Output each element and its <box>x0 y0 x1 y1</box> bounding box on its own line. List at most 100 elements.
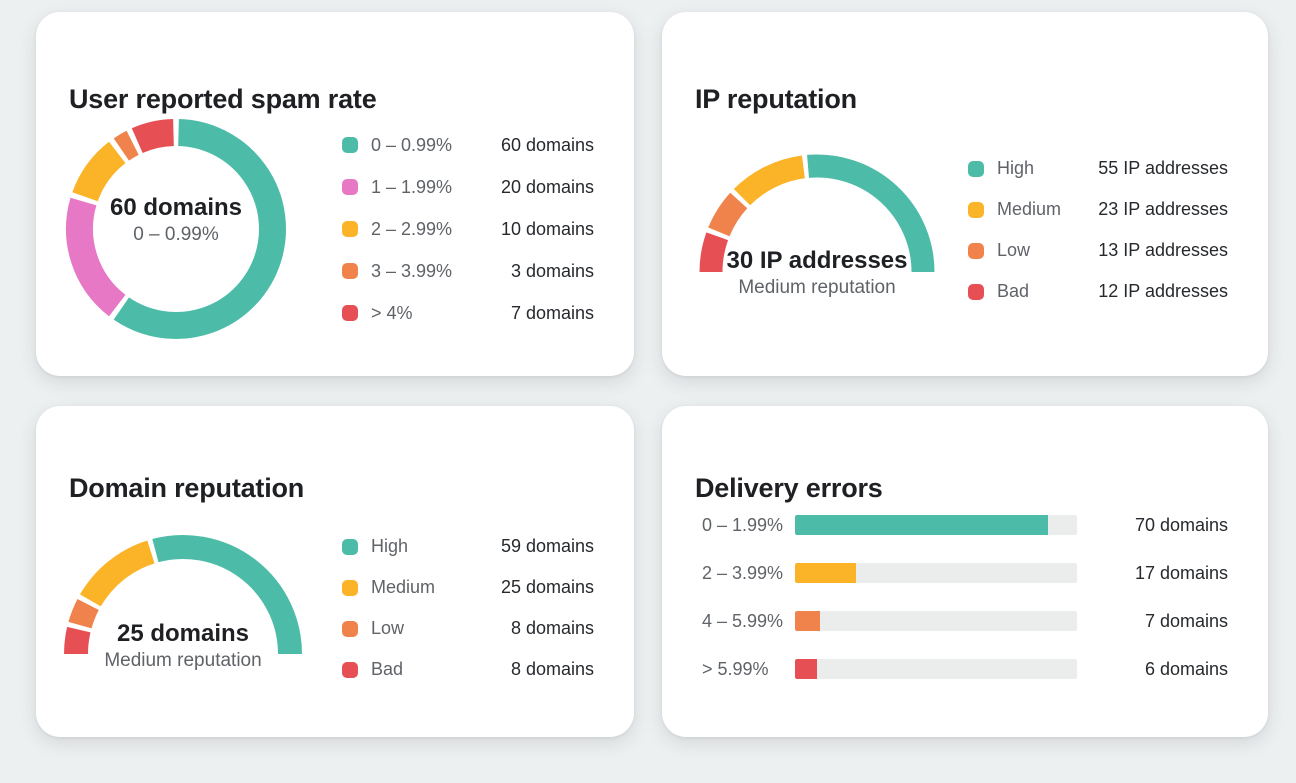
bar-label: 0 – 1.99% <box>702 514 784 535</box>
legend-row: 0 – 0.99% 60 domains <box>342 124 594 166</box>
domain-reputation-segment-High <box>152 535 302 655</box>
legend-label: Low <box>371 618 405 638</box>
legend-label: 0 – 0.99% <box>371 134 453 155</box>
legend-row: Bad 8 domains <box>342 649 594 690</box>
spam-rate-donut-chart <box>66 119 286 339</box>
legend-swatch <box>342 179 358 195</box>
legend-value: 10 domains <box>500 218 594 239</box>
legend-value: 8 domains <box>510 659 594 679</box>
legend-label: Bad <box>997 281 1030 301</box>
delivery-errors-bar-chart: 0 – 1.99% 70 domains 2 – 3.99% 17 domain… <box>702 501 1228 693</box>
ip-reputation-legend: High 55 IP addresses Medium 23 IP addres… <box>968 148 1228 312</box>
user-reported-spam-rate-segment-1 – 1.99% <box>66 197 126 317</box>
domain-reputation-gauge-chart <box>64 535 302 655</box>
legend-swatch <box>342 305 358 321</box>
legend-value: 55 IP addresses <box>1098 158 1228 178</box>
card-delivery-errors[interactable]: Delivery errors 0 – 1.99% 70 domains 2 –… <box>662 406 1268 737</box>
bar-fill <box>795 515 1048 535</box>
legend-row: 1 – 1.99% 20 domains <box>342 166 594 208</box>
legend-row: > 4% 7 domains <box>342 292 594 334</box>
card-domain-reputation[interactable]: Domain reputation 25 domains Medium repu… <box>36 406 634 737</box>
bar-track <box>795 611 1077 631</box>
legend-row: Low 8 domains <box>342 608 594 649</box>
ip-reputation-segment-Medium <box>733 155 806 206</box>
bar-row: 4 – 5.99% 7 domains <box>702 597 1228 645</box>
user-reported-spam-rate-segment-2 – 2.99% <box>72 141 126 202</box>
legend-swatch <box>342 221 358 237</box>
legend-swatch <box>968 242 984 259</box>
legend-value: 7 domains <box>510 302 594 323</box>
user-reported-spam-rate-segment-0 – 0.99% <box>113 119 286 339</box>
legend-value: 3 domains <box>510 260 594 281</box>
legend-label: Medium <box>997 199 1062 219</box>
legend-row: Medium 25 domains <box>342 567 594 608</box>
domain-reputation-segment-Low <box>68 598 99 629</box>
legend-row: Medium 23 IP addresses <box>968 189 1228 230</box>
bar-track <box>795 563 1077 583</box>
legend-value: 60 domains <box>500 134 594 155</box>
card-title-domain-reputation: Domain reputation <box>69 473 305 504</box>
legend-swatch <box>342 620 358 637</box>
legend-swatch <box>342 579 358 596</box>
bar-label: > 5.99% <box>702 658 769 679</box>
legend-swatch <box>968 201 984 218</box>
bar-row: > 5.99% 6 domains <box>702 645 1228 693</box>
legend-value: 59 domains <box>500 536 594 556</box>
bar-label: 4 – 5.99% <box>702 610 784 631</box>
bar-label: 2 – 3.99% <box>702 562 784 583</box>
legend-value: 20 domains <box>500 176 594 197</box>
bar-row: 0 – 1.99% 70 domains <box>702 501 1228 549</box>
legend-swatch <box>968 160 984 177</box>
domain-reputation-segment-Medium <box>79 540 155 607</box>
legend-swatch <box>342 263 358 279</box>
ip-reputation-segment-High <box>807 154 935 273</box>
legend-value: 23 IP addresses <box>1098 199 1228 219</box>
legend-value: 13 IP addresses <box>1098 240 1228 260</box>
legend-label: Bad <box>371 659 404 679</box>
domain-reputation-legend: High 59 domains Medium 25 domains Low 8 … <box>342 526 594 690</box>
legend-row: High 59 domains <box>342 526 594 567</box>
legend-label: > 4% <box>371 302 413 323</box>
card-title-delivery-errors: Delivery errors <box>695 473 883 504</box>
ip-reputation-gauge-chart <box>699 154 935 273</box>
legend-swatch <box>968 283 984 300</box>
bar-value: 17 domains <box>1134 562 1228 583</box>
bar-row: 2 – 3.99% 17 domains <box>702 549 1228 597</box>
bar-fill <box>795 659 817 679</box>
ip-reputation-segment-Bad <box>699 232 729 273</box>
spam-rate-legend: 0 – 0.99% 60 domains 1 – 1.99% 20 domain… <box>342 124 594 334</box>
card-title-ip-reputation: IP reputation <box>695 84 857 115</box>
legend-label: Medium <box>371 577 436 597</box>
legend-swatch <box>342 137 358 153</box>
legend-swatch <box>342 661 358 678</box>
legend-label: 2 – 2.99% <box>371 218 453 239</box>
legend-row: Bad 12 IP addresses <box>968 271 1228 312</box>
legend-row: 2 – 2.99% 10 domains <box>342 208 594 250</box>
card-ip-reputation[interactable]: IP reputation 30 IP addresses Medium rep… <box>662 12 1268 376</box>
legend-label: High <box>371 536 409 556</box>
bar-fill <box>795 563 857 583</box>
bar-track <box>795 659 1077 679</box>
domain-reputation-segment-Bad <box>64 626 91 655</box>
user-reported-spam-rate-segment-> 4% <box>131 119 175 154</box>
bar-value: 6 domains <box>1144 658 1228 679</box>
legend-value: 25 domains <box>500 577 594 597</box>
ip-reputation-segment-Low <box>708 192 748 237</box>
legend-label: 1 – 1.99% <box>371 176 453 197</box>
legend-value: 8 domains <box>510 618 594 638</box>
bar-value: 7 domains <box>1144 610 1228 631</box>
user-reported-spam-rate-segment-3 – 3.99% <box>113 130 139 161</box>
legend-label: High <box>997 158 1035 178</box>
card-title-user-reported-spam-rate: User reported spam rate <box>69 84 377 115</box>
bar-fill <box>795 611 821 631</box>
legend-value: 12 IP addresses <box>1098 281 1228 301</box>
card-user-reported-spam-rate[interactable]: User reported spam rate 60 domains 0 – 0… <box>36 12 634 376</box>
legend-label: Low <box>997 240 1031 260</box>
bar-value: 70 domains <box>1134 514 1228 535</box>
legend-row: 3 – 3.99% 3 domains <box>342 250 594 292</box>
bar-track <box>795 515 1077 535</box>
legend-row: Low 13 IP addresses <box>968 230 1228 271</box>
legend-row: High 55 IP addresses <box>968 148 1228 189</box>
legend-label: 3 – 3.99% <box>371 260 453 281</box>
